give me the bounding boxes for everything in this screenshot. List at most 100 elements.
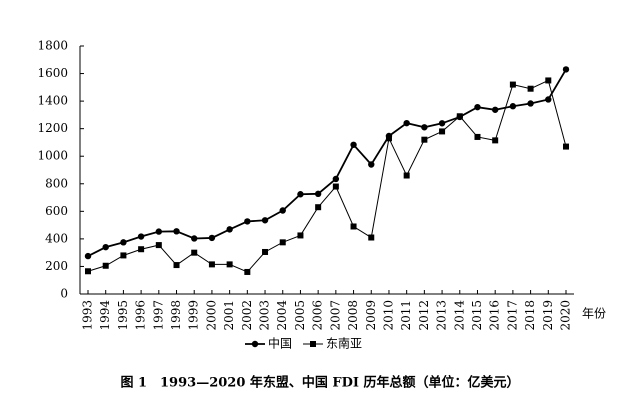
data-point <box>173 262 180 269</box>
data-point <box>173 228 180 235</box>
data-point <box>155 228 163 235</box>
data-point <box>332 175 340 183</box>
data-point <box>226 261 233 268</box>
y-tick-label: 0 <box>60 287 68 301</box>
data-point <box>350 223 357 230</box>
x-tick-label: 1999 <box>187 300 201 331</box>
x-tick-label: 2008 <box>346 300 360 331</box>
data-point <box>421 124 428 131</box>
legend-marker <box>251 340 259 348</box>
data-point <box>527 85 534 92</box>
data-point <box>563 143 569 150</box>
legend-label: 东南亚 <box>326 336 362 351</box>
data-point <box>492 137 499 144</box>
data-point <box>545 77 552 84</box>
data-point <box>314 190 322 198</box>
data-point <box>85 268 91 275</box>
data-point <box>244 268 251 275</box>
x-tick-label: 2000 <box>204 300 218 331</box>
x-tick-label: 2018 <box>523 300 537 331</box>
data-point <box>562 66 570 73</box>
legend-marker <box>310 341 316 347</box>
data-point <box>491 106 499 113</box>
data-point <box>244 218 251 225</box>
x-tick-label: 2006 <box>311 300 325 331</box>
x-tick-label: 1993 <box>81 300 95 331</box>
x-axis-label: 年份 <box>582 307 606 321</box>
data-point <box>191 249 198 256</box>
x-tick-label: 2009 <box>364 300 378 331</box>
y-tick-label: 800 <box>45 176 68 190</box>
data-point <box>297 232 304 239</box>
data-point <box>120 239 127 246</box>
data-point <box>315 204 322 211</box>
data-point <box>403 172 410 179</box>
y-tick-label: 200 <box>45 259 68 273</box>
legend-label: 中国 <box>268 336 292 351</box>
x-tick-label: 2004 <box>275 300 289 331</box>
data-point <box>545 96 552 103</box>
x-tick-label: 2019 <box>541 300 555 331</box>
y-tick-label: 1400 <box>37 94 68 108</box>
y-tick-label: 1000 <box>37 149 68 163</box>
data-point <box>332 183 339 190</box>
x-tick-label: 1996 <box>134 300 148 331</box>
x-tick-label: 2014 <box>452 300 466 331</box>
data-point <box>155 242 162 249</box>
series-line <box>87 68 567 257</box>
data-point <box>474 133 481 140</box>
data-point <box>368 161 375 168</box>
x-tick-label: 2007 <box>328 300 342 331</box>
x-tick-label: 2010 <box>381 300 395 331</box>
chart-caption: 图 1 1993—2020 年东盟、中国 FDI 历年总额（单位：亿美元） <box>120 375 519 391</box>
data-point <box>208 234 216 242</box>
data-point <box>438 120 446 127</box>
x-tick-label: 2011 <box>399 300 413 331</box>
data-point <box>385 135 392 142</box>
x-tick-label: 2013 <box>435 300 449 331</box>
data-point <box>84 252 92 260</box>
series-line <box>87 79 567 273</box>
data-point <box>138 246 145 253</box>
data-point <box>297 191 304 198</box>
data-point <box>261 217 269 224</box>
x-tick-label: 1997 <box>151 300 165 331</box>
y-tick-label: 600 <box>45 204 68 218</box>
data-point <box>262 248 269 255</box>
data-point <box>208 261 215 268</box>
data-point <box>368 234 375 241</box>
data-point <box>102 262 109 269</box>
x-tick-label: 1995 <box>116 300 130 331</box>
y-tick-label: 1800 <box>37 39 68 53</box>
data-point <box>509 81 516 88</box>
x-tick-label: 2002 <box>240 300 254 331</box>
y-tick-label: 1200 <box>37 121 68 135</box>
x-tick-label: 2016 <box>488 300 502 331</box>
data-point <box>403 119 410 127</box>
data-point <box>279 207 286 214</box>
y-tick-label: 1600 <box>37 66 68 80</box>
data-point <box>474 103 481 111</box>
x-tick-label: 2017 <box>505 300 519 331</box>
data-point <box>279 239 286 246</box>
data-point <box>191 235 198 242</box>
data-point <box>527 100 534 107</box>
x-tick-label: 1994 <box>98 300 112 331</box>
data-point <box>350 141 357 148</box>
data-point <box>439 128 446 135</box>
y-tick-label: 400 <box>45 231 68 245</box>
data-point <box>137 233 145 240</box>
x-tick-label: 2001 <box>222 300 236 331</box>
data-point <box>456 113 463 120</box>
data-point <box>421 136 428 143</box>
x-tick-label: 2020 <box>559 300 573 331</box>
x-tick-label: 2012 <box>417 300 431 331</box>
x-tick-label: 1998 <box>169 300 183 331</box>
x-tick-label: 2005 <box>293 300 307 331</box>
data-point <box>102 243 109 251</box>
data-point <box>226 226 233 233</box>
data-point <box>120 252 127 259</box>
x-tick-label: 2003 <box>258 300 272 331</box>
data-point <box>509 103 517 110</box>
